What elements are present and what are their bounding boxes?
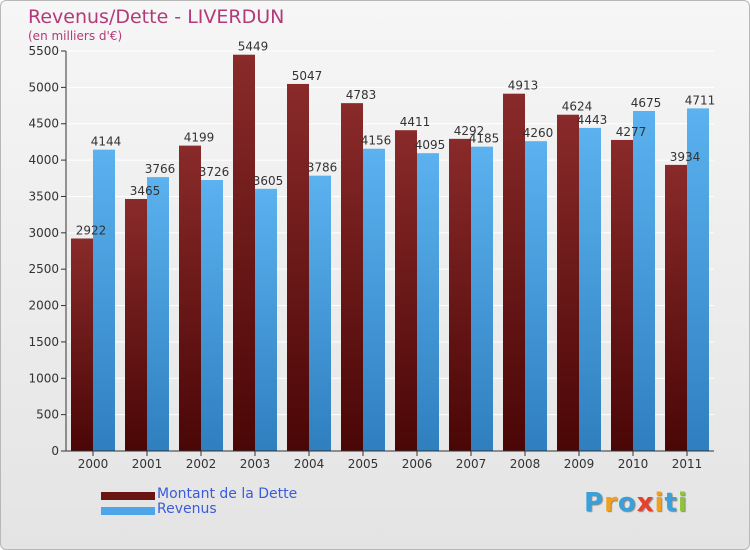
x-tick-label: 2001 (132, 457, 163, 471)
x-tick-label: 2003 (240, 457, 271, 471)
data-label-revenus: 4711 (685, 93, 716, 107)
x-tick-label: 2002 (186, 457, 217, 471)
bar-revenus (525, 141, 547, 451)
logo-letter: x (636, 488, 655, 518)
data-label-debt: 4277 (616, 125, 647, 139)
x-tick-label: 2005 (348, 457, 379, 471)
data-label-debt: 4913 (508, 79, 539, 93)
data-label-revenus: 4144 (91, 135, 122, 149)
data-label-debt: 3934 (670, 150, 701, 164)
x-tick-label: 2007 (456, 457, 487, 471)
data-label-debt: 4292 (454, 124, 485, 138)
chart-subtitle: (en milliers d'€) (28, 29, 123, 43)
y-tick-label: 0 (51, 444, 59, 458)
data-label-revenus: 4260 (523, 126, 554, 140)
logo-letter: i (677, 488, 688, 518)
logo-letter: t (664, 488, 678, 518)
y-tick-label: 1000 (28, 371, 59, 385)
chart-title: Revenus/Dette - LIVERDUN (28, 6, 285, 28)
bar-revenus (633, 111, 655, 451)
data-label-revenus: 3726 (199, 165, 230, 179)
bar-debt (71, 238, 93, 451)
y-tick-label: 3000 (28, 226, 59, 240)
logo-letter: o (617, 488, 637, 518)
bar-revenus (255, 188, 277, 451)
bar-debt (341, 103, 363, 452)
bar-debt (665, 164, 687, 451)
data-label-revenus: 3766 (145, 162, 176, 176)
data-label-debt: 5449 (238, 40, 269, 54)
x-tick-label: 2004 (294, 457, 325, 471)
bar-debt (449, 138, 471, 451)
y-tick-label: 3500 (28, 189, 59, 203)
legend-label-revenus: Revenus (157, 501, 217, 517)
bar-debt (233, 54, 255, 451)
y-tick-label: 5000 (28, 80, 59, 94)
logo-letter: r (604, 488, 618, 518)
data-label-revenus: 3605 (253, 174, 284, 188)
grid (66, 50, 714, 452)
data-label-debt: 5047 (292, 69, 323, 83)
y-axis: 0 500 1000 1500 2000 2500 3000 3500 4000 4500 5000… (28, 44, 67, 458)
proxiti-logo: Proxiti (584, 488, 688, 518)
data-label-debt: 4624 (562, 100, 593, 114)
bar-debt (503, 93, 525, 451)
bar-revenus (687, 108, 709, 451)
bar-debt (179, 145, 201, 452)
x-tick-label: 2008 (510, 457, 541, 471)
y-tick-label: 2500 (28, 262, 59, 276)
bar-revenus (579, 127, 601, 451)
bar-revenus (309, 175, 331, 451)
x-axis: 2000 2001 2002 2003 2004 2005 2006 2007 2008 2009… (66, 450, 714, 471)
data-label-debt: 3465 (130, 184, 161, 198)
bar-revenus (93, 149, 115, 452)
y-tick-label: 500 (36, 408, 59, 422)
bar-revenus (471, 146, 493, 452)
data-label-revenus: 4156 (361, 134, 392, 148)
data-label-revenus: 4675 (631, 96, 662, 110)
legend-swatch-debt (101, 492, 155, 500)
data-label-revenus: 3786 (307, 161, 338, 175)
bar-revenus (363, 148, 385, 451)
x-tick-label: 2011 (672, 457, 703, 471)
data-labels: 2922 4144 3465 3766 4199 3726 5449 3605 5047 3786… (76, 40, 716, 238)
bar-revenus (201, 180, 223, 451)
y-tick-label: 1500 (28, 335, 59, 349)
x-tick-label: 2000 (78, 457, 109, 471)
y-tick-label: 2000 (28, 299, 59, 313)
bar-debt (395, 130, 417, 451)
legend-label-debt: Montant de la Dette (157, 486, 298, 502)
x-tick-label: 2010 (618, 457, 649, 471)
data-label-revenus: 4443 (577, 113, 608, 127)
bar-debt (557, 114, 579, 451)
x-tick-label: 2006 (402, 457, 433, 471)
y-tick-label: 4500 (28, 117, 59, 131)
data-label-debt: 4411 (400, 115, 431, 129)
bar-debt (287, 83, 309, 451)
logo-letter: P (584, 488, 605, 518)
bars (71, 54, 709, 452)
legend-swatch-revenus (101, 507, 155, 515)
bar-revenus (417, 153, 439, 451)
data-label-revenus: 4185 (469, 132, 500, 146)
data-label-debt: 4783 (346, 88, 377, 102)
bar-debt (125, 199, 147, 451)
y-tick-label: 5500 (28, 44, 59, 58)
logo-letter: i (654, 488, 665, 518)
bar-revenus (147, 177, 169, 452)
data-label-revenus: 4095 (415, 138, 446, 152)
bar-debt (611, 139, 633, 452)
data-label-debt: 4199 (184, 131, 215, 145)
data-label-debt: 2922 (76, 223, 107, 237)
x-tick-label: 2009 (564, 457, 595, 471)
y-tick-label: 4000 (28, 153, 59, 167)
